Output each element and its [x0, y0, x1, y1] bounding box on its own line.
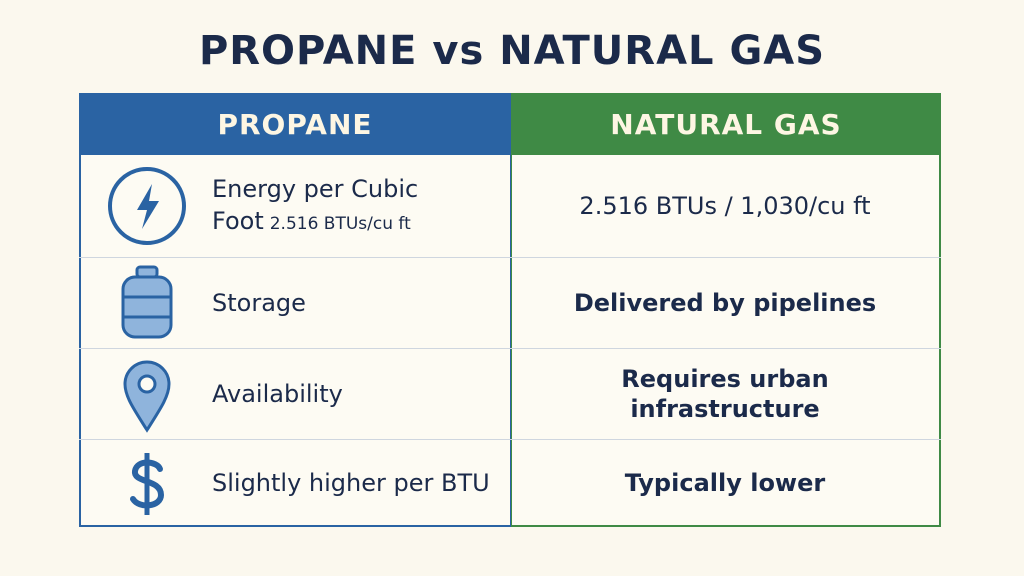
row: Slightly higher per BTU Typically lower: [79, 439, 941, 527]
natural-gas-column: [511, 93, 941, 527]
right-cell: Delivered by pipelines: [573, 288, 877, 317]
row: Availability Requires urban infrastructu…: [79, 348, 941, 440]
left-cell: Slightly higher per BTU: [212, 469, 490, 497]
tank-icon: [121, 265, 173, 339]
label: Energy per Cubic Foot: [212, 174, 419, 235]
header-natural-gas: NATURAL GAS: [511, 93, 941, 155]
dollar-icon: [130, 453, 165, 515]
right-cell: Typically lower: [624, 469, 826, 497]
left-cell: Energy per Cubic Foot 2.516 BTUs/cu ft: [212, 155, 502, 257]
right-cell: Requires urban infrastructure: [621, 364, 829, 423]
left-cell: Availability: [212, 379, 343, 408]
pin-icon: [123, 360, 171, 433]
comparison-table: PROPANE NATURAL GAS Energy per Cubic Foo…: [79, 93, 941, 529]
header-propane: PROPANE: [79, 93, 511, 155]
note: 2.516 BTUs/cu ft: [269, 213, 411, 234]
right-cell: 2.516 BTUs / 1,030/cu ft: [579, 192, 871, 220]
left-cell: Storage: [212, 288, 306, 317]
row: Storage Delivered by pipelines: [79, 257, 941, 349]
energy-icon: [108, 167, 186, 245]
title: PROPANE vs NATURAL GAS: [198, 28, 826, 74]
row: Energy per Cubic Foot 2.516 BTUs/cu ft 2.…: [79, 155, 941, 258]
